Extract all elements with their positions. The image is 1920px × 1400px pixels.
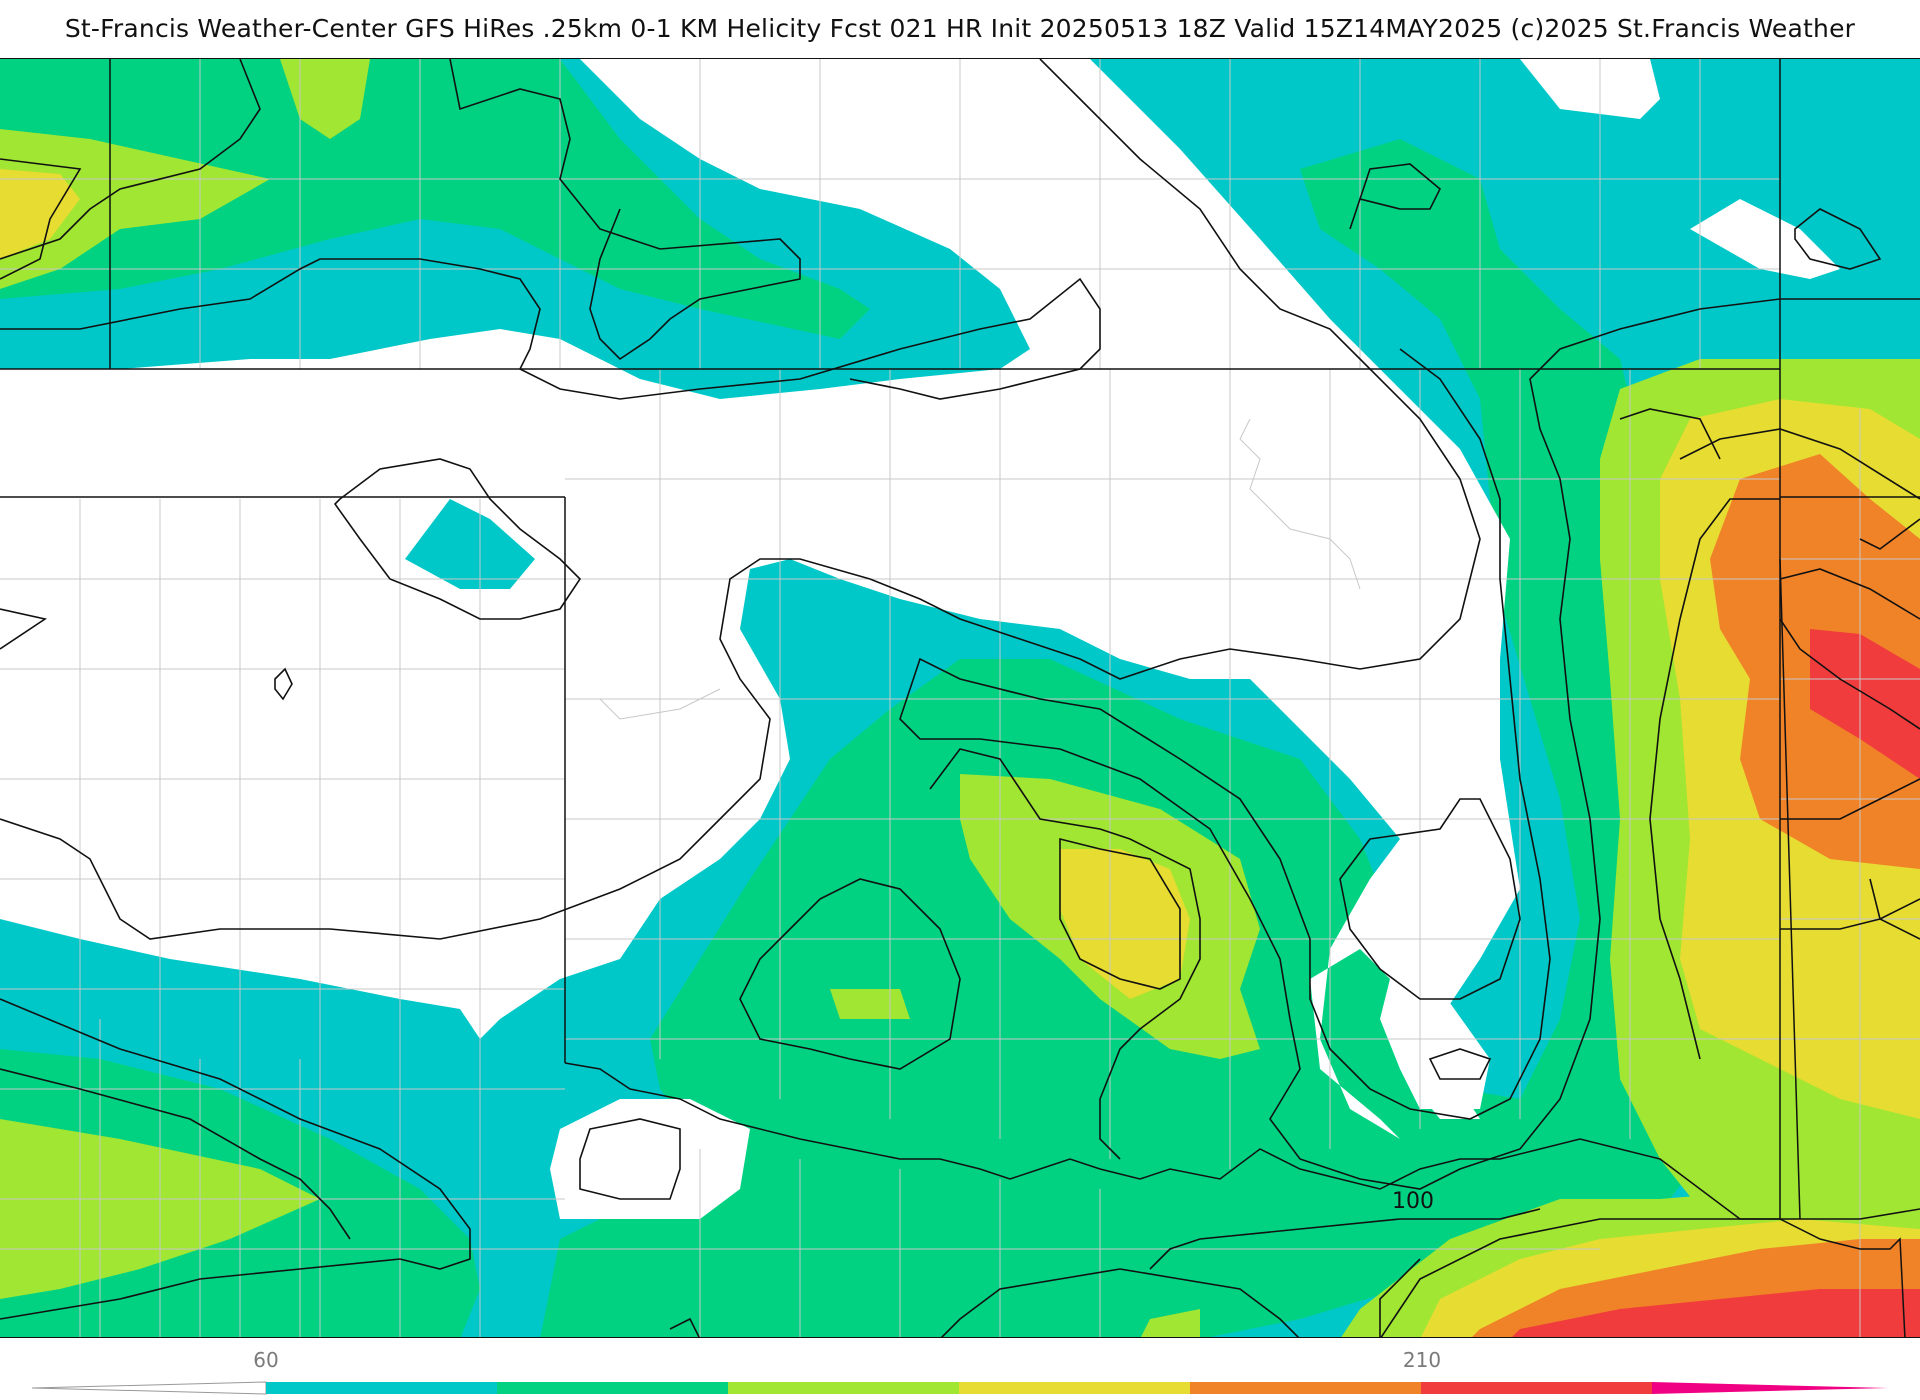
colorbar-extend-high <box>1652 1382 1888 1394</box>
helicity-map-svg: 100 <box>0 59 1920 1337</box>
helicity-contours <box>0 59 1920 1337</box>
county-lines <box>0 59 1920 1337</box>
colorbar-segment <box>1190 1382 1421 1394</box>
contour-label: 100 <box>1392 1189 1434 1214</box>
colorbar-tick-label: 210 <box>1402 1348 1442 1372</box>
colorbar: 60 210 <box>0 1340 1920 1400</box>
colorbar-segments <box>31 1381 1888 1395</box>
fill-level-6 <box>1512 629 1920 1337</box>
colorbar-segment <box>959 1382 1190 1394</box>
colorbar-segment <box>728 1382 959 1394</box>
helicity-map: 100 <box>0 58 1920 1338</box>
colorbar-segment <box>266 1382 497 1394</box>
colorbar-segment <box>497 1382 728 1394</box>
colorbar-extend-low <box>31 1381 267 1395</box>
fill-level-1-island <box>405 499 535 589</box>
colorbar-svg <box>31 1381 1888 1395</box>
colorbar-segment <box>1421 1382 1652 1394</box>
map-title: St-Francis Weather-Center GFS HiRes .25k… <box>64 14 1856 43</box>
colorbar-tick-label: 60 <box>253 1348 279 1372</box>
